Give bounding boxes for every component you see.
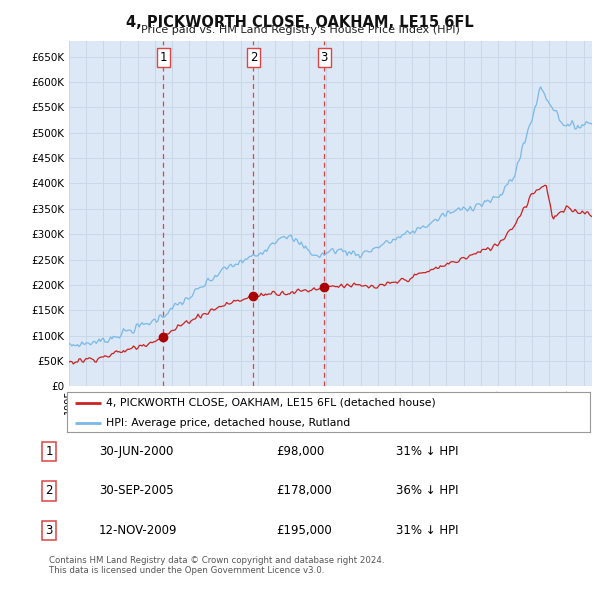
Text: £178,000: £178,000 [276,484,332,497]
Text: 1: 1 [46,445,53,458]
Text: 30-JUN-2000: 30-JUN-2000 [99,445,173,458]
Text: 36% ↓ HPI: 36% ↓ HPI [396,484,458,497]
Text: 2: 2 [250,51,257,64]
Text: 3: 3 [320,51,328,64]
Text: 30-SEP-2005: 30-SEP-2005 [99,484,173,497]
Text: 4, PICKWORTH CLOSE, OAKHAM, LE15 6FL (detached house): 4, PICKWORTH CLOSE, OAKHAM, LE15 6FL (de… [106,398,436,408]
Text: Price paid vs. HM Land Registry's House Price Index (HPI): Price paid vs. HM Land Registry's House … [140,25,460,35]
Text: 4, PICKWORTH CLOSE, OAKHAM, LE15 6FL: 4, PICKWORTH CLOSE, OAKHAM, LE15 6FL [126,15,474,30]
Text: Contains HM Land Registry data © Crown copyright and database right 2024.
This d: Contains HM Land Registry data © Crown c… [49,556,385,575]
Text: 2: 2 [46,484,53,497]
Text: 31% ↓ HPI: 31% ↓ HPI [396,445,458,458]
Text: 1: 1 [160,51,167,64]
Text: 31% ↓ HPI: 31% ↓ HPI [396,524,458,537]
Text: 12-NOV-2009: 12-NOV-2009 [99,524,178,537]
Text: £195,000: £195,000 [276,524,332,537]
Text: HPI: Average price, detached house, Rutland: HPI: Average price, detached house, Rutl… [106,418,350,428]
Text: 3: 3 [46,524,53,537]
Text: £98,000: £98,000 [276,445,324,458]
